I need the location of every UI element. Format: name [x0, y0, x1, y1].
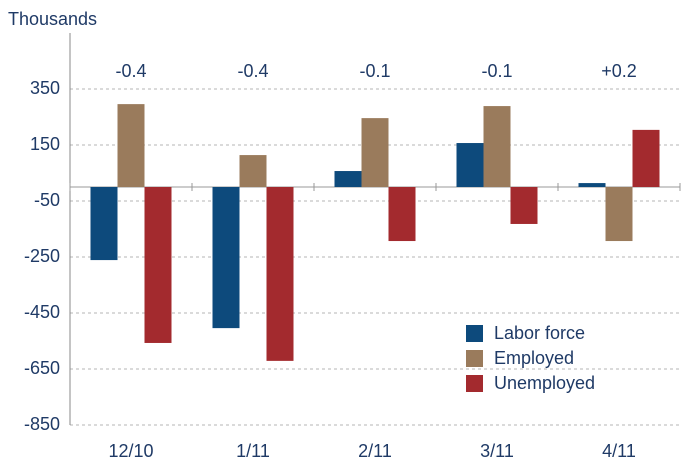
bar [483, 106, 511, 187]
legend-swatch [466, 325, 483, 342]
y-tick-label: -50 [34, 190, 60, 210]
bar [388, 187, 416, 242]
bar [90, 187, 118, 261]
annotation: -0.1 [481, 61, 512, 81]
x-tick-label: 3/11 [480, 441, 514, 461]
bar [266, 187, 294, 361]
bar [239, 155, 267, 187]
legend-label: Unemployed [494, 373, 595, 393]
y-tick-label: 350 [30, 78, 60, 98]
x-tick-label: 4/11 [602, 441, 636, 461]
y-axis-label: Thousands [8, 9, 97, 29]
legend-label: Labor force [494, 323, 585, 343]
legend-swatch [466, 375, 483, 392]
legend-label: Employed [494, 348, 574, 368]
y-tick-label: -850 [24, 414, 60, 434]
annotation: +0.2 [601, 61, 637, 81]
y-tick-label: -250 [24, 246, 60, 266]
x-tick-label: 2/11 [358, 441, 392, 461]
annotation: -0.1 [359, 61, 390, 81]
bar [334, 171, 362, 187]
x-tick-label: 1/11 [236, 441, 270, 461]
bar [361, 118, 389, 187]
bar [632, 129, 660, 187]
y-tick-label: -650 [24, 358, 60, 378]
bar [456, 143, 484, 187]
bar [144, 187, 172, 343]
bar [510, 187, 538, 224]
annotation: -0.4 [115, 61, 146, 81]
annotation: -0.4 [237, 61, 268, 81]
x-tick-label: 12/10 [108, 441, 153, 461]
bar [212, 187, 240, 329]
bar [117, 104, 145, 187]
legend-swatch [466, 350, 483, 367]
bar [578, 183, 606, 187]
y-tick-label: -450 [24, 302, 60, 322]
y-tick-label: 150 [30, 134, 60, 154]
bar [605, 187, 633, 242]
